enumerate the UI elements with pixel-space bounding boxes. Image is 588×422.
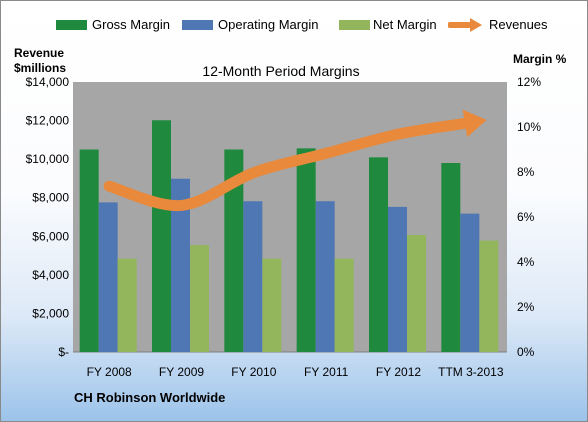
bar-net-margin	[262, 258, 282, 352]
left-axis-title: Revenue $millions	[14, 46, 66, 76]
left-axis-title-line2: $millions	[14, 61, 67, 75]
right-tick-label: 2%	[517, 300, 535, 314]
bar-gross-margin	[296, 148, 316, 352]
left-tick-label: $12,000	[26, 114, 70, 128]
bar-operating-margin	[315, 201, 335, 352]
bar-net-margin	[117, 258, 137, 352]
left-axis-title-line1: Revenue	[14, 46, 65, 60]
left-tick-label: $8,000	[32, 191, 69, 205]
bar-gross-margin	[79, 149, 99, 352]
left-tick-label: $4,000	[32, 268, 69, 282]
bar-gross-margin	[369, 157, 388, 352]
legend-label-net: Net Margin	[373, 17, 437, 32]
legend-swatch-net	[339, 20, 370, 30]
left-tick-label: $10,000	[26, 152, 70, 166]
revenues-line	[103, 117, 477, 211]
x-tick-label: FY 2008	[87, 365, 132, 379]
left-tick-label: $-	[58, 345, 69, 359]
legend-swatch-operating	[182, 20, 213, 30]
bar-gross-margin	[224, 149, 244, 352]
legend-label-revenues: Revenues	[489, 17, 548, 32]
bar-operating-margin	[243, 201, 263, 352]
bar-net-margin	[190, 245, 209, 352]
left-tick-label: $6,000	[32, 229, 69, 243]
bar-operating-margin	[171, 178, 190, 352]
revenues-arrowhead	[462, 109, 487, 138]
x-tick-label: FY 2012	[376, 365, 421, 379]
right-tick-label: 0%	[517, 345, 535, 359]
legend-label-operating: Operating Margin	[218, 17, 319, 32]
legend-swatch-revenues	[448, 18, 482, 32]
right-axis-title: Margin %	[513, 52, 567, 66]
bar-net-margin	[407, 235, 426, 352]
company-name: CH Robinson Worldwide	[74, 390, 226, 405]
bar-net-margin	[334, 258, 354, 352]
right-tick-label: 6%	[517, 210, 535, 224]
chart-title: 12-Month Period Margins	[202, 63, 359, 79]
x-tick-label: TTM 3-2013	[438, 365, 504, 379]
bar-operating-margin	[98, 202, 118, 352]
bar-operating-margin	[460, 213, 480, 352]
bar-operating-margin	[388, 206, 407, 352]
legend-swatch-gross	[56, 20, 87, 30]
left-tick-label: $14,000	[26, 75, 70, 89]
right-tick-label: 12%	[517, 75, 541, 89]
x-tick-label: FY 2010	[231, 365, 276, 379]
bar-gross-margin	[152, 120, 171, 352]
right-tick-label: 8%	[517, 165, 535, 179]
legend-label-gross: Gross Margin	[92, 17, 171, 32]
right-tick-label: 10%	[517, 120, 541, 134]
x-tick-label: FY 2011	[304, 365, 349, 379]
bar-gross-margin	[441, 163, 461, 352]
left-tick-label: $2,000	[32, 306, 69, 320]
right-tick-label: 4%	[517, 255, 535, 269]
bar-net-margin	[479, 240, 499, 352]
x-tick-label: FY 2009	[159, 365, 204, 379]
